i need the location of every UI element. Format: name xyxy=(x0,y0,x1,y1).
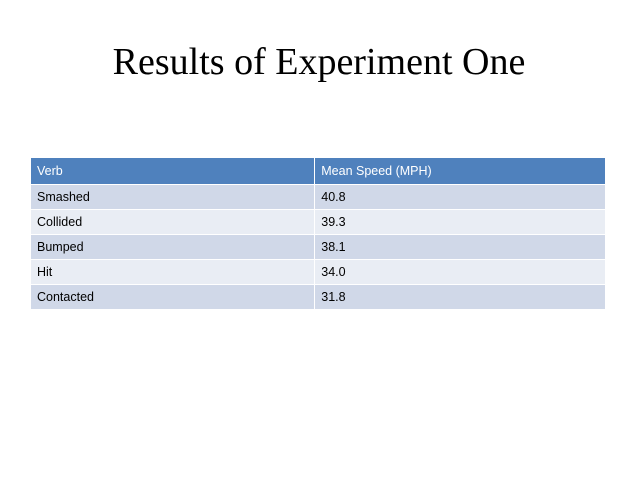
column-header-verb: Verb xyxy=(31,158,316,185)
verb-cell: Hit xyxy=(31,259,316,285)
table-row: Smashed 40.8 xyxy=(31,184,606,210)
table-row: Bumped 38.1 xyxy=(31,234,606,260)
results-table: Verb Mean Speed (MPH) Smashed 40.8 Colli… xyxy=(31,158,606,310)
column-header-mean-speed: Mean Speed (MPH) xyxy=(314,158,606,185)
slide-title: Results of Experiment One xyxy=(112,41,526,83)
mean-speed-cell: 34.0 xyxy=(314,259,606,285)
table-row: Contacted 31.8 xyxy=(31,284,606,310)
verb-cell: Smashed xyxy=(31,184,316,210)
mean-speed-cell: 31.8 xyxy=(314,284,606,310)
table-header-row: Verb Mean Speed (MPH) xyxy=(31,158,606,185)
verb-cell: Collided xyxy=(31,209,316,235)
table-row: Hit 34.0 xyxy=(31,259,606,285)
table-row: Collided 39.3 xyxy=(31,209,606,235)
mean-speed-cell: 38.1 xyxy=(314,234,606,260)
verb-cell: Bumped xyxy=(31,234,316,260)
verb-cell: Contacted xyxy=(31,284,316,310)
mean-speed-cell: 40.8 xyxy=(314,184,606,210)
mean-speed-cell: 39.3 xyxy=(314,209,606,235)
